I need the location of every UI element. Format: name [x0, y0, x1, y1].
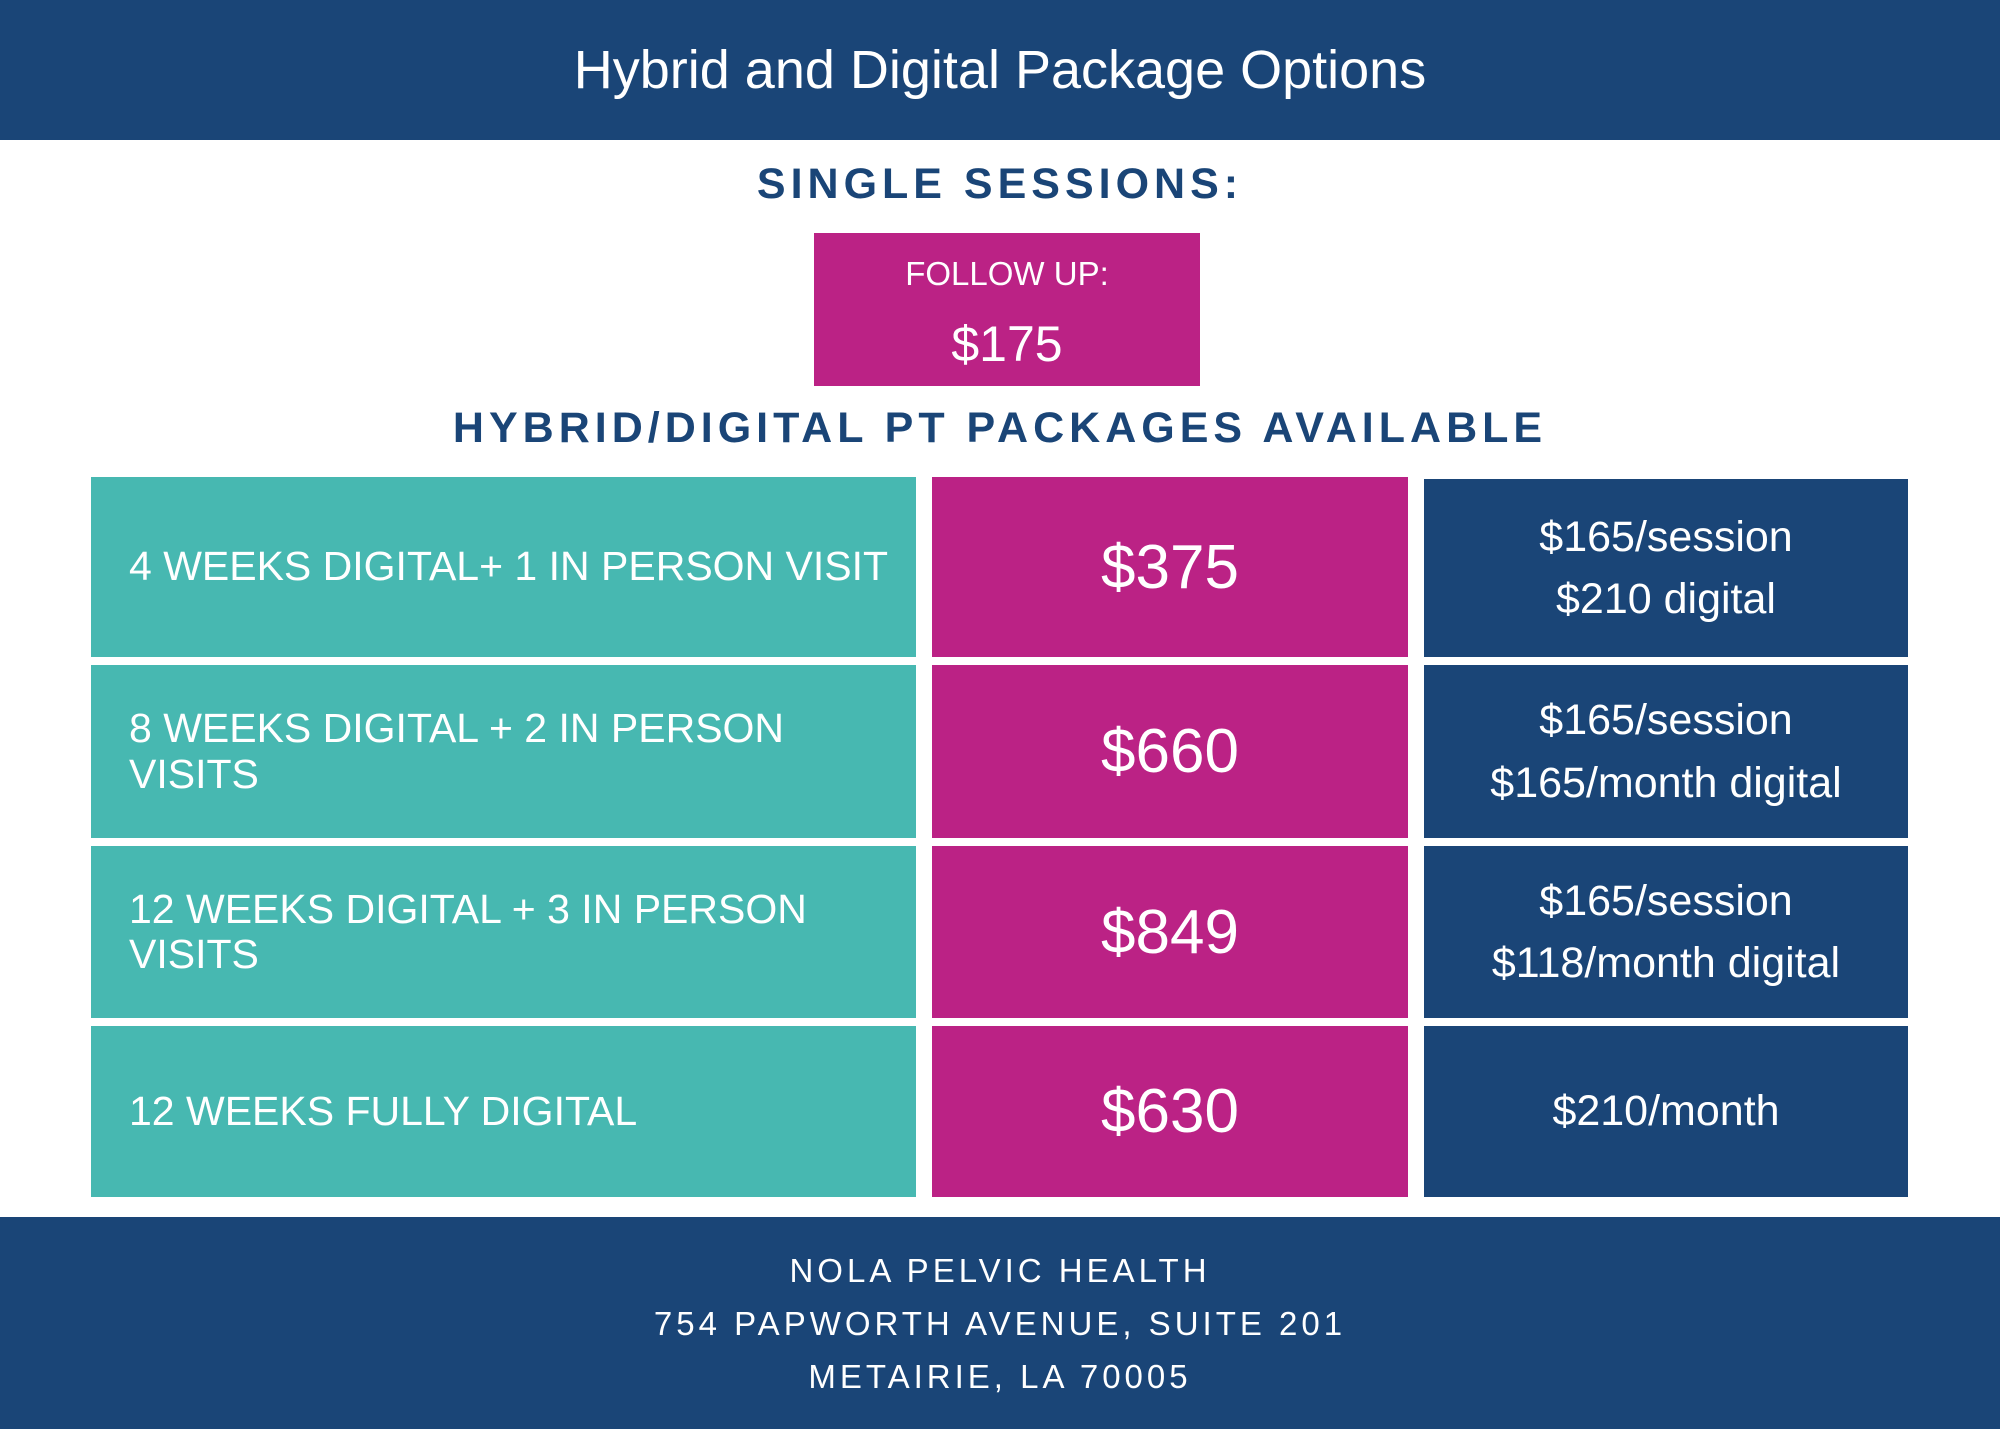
package-description-text: 12 WEEKS FULLY DIGITAL — [129, 1087, 638, 1134]
follow-up-price-box: FOLLOW UP: $175 — [814, 233, 1200, 386]
package-rate-line: $165/month digital — [1490, 758, 1842, 807]
follow-up-label: FOLLOW UP: — [905, 255, 1109, 292]
address-line: 754 PAPWORTH AVENUE, SUITE 201 — [653, 1304, 1347, 1342]
package-rate: $165/session $118/month digital — [1424, 846, 1908, 1018]
business-name: NOLA PELVIC HEALTH — [789, 1251, 1211, 1289]
package-description: 8 WEEKS DIGITAL + 2 IN PERSON VISITS — [91, 665, 916, 838]
package-rate-line: $210/month — [1552, 1087, 1780, 1136]
package-rate-line: $118/month digital — [1491, 939, 1841, 987]
package-price: $660 — [932, 665, 1408, 838]
package-rate: $165/session $165/month digital — [1424, 665, 1908, 838]
package-price-text: $630 — [1101, 1077, 1239, 1146]
package-description-text: 4 WEEKS DIGITAL+ 1 IN PERSON VISIT — [129, 543, 889, 590]
single-sessions-heading: SINGLE SESSIONS: — [756, 160, 1244, 208]
packages-heading: HYBRID/DIGITAL PT PACKAGES AVAILABLE — [452, 404, 1548, 452]
package-price-text: $375 — [1101, 532, 1239, 602]
follow-up-price: $175 — [951, 316, 1063, 372]
address-line: METAIRIE, LA 70005 — [808, 1357, 1192, 1395]
package-rate-line: $210 digital — [1556, 575, 1776, 623]
package-price: $630 — [932, 1026, 1408, 1197]
package-rate-line: $165/session — [1539, 696, 1793, 745]
page-footer: NOLA PELVIC HEALTH 754 PAPWORTH AVENUE, … — [0, 1217, 2000, 1429]
package-price-text: $660 — [1101, 717, 1239, 786]
package-description-text: 8 WEEKS DIGITAL + 2 IN PERSON VISITS — [129, 705, 785, 797]
package-price: $849 — [932, 846, 1408, 1018]
package-description: 4 WEEKS DIGITAL+ 1 IN PERSON VISIT — [91, 477, 916, 657]
package-description-text: 12 WEEKS DIGITAL + 3 IN PERSON VISITS — [129, 885, 807, 977]
page-title: Hybrid and Digital Package Options — [573, 40, 1427, 100]
package-description: 12 WEEKS DIGITAL + 3 IN PERSON VISITS — [91, 846, 916, 1018]
page-header: Hybrid and Digital Package Options — [0, 0, 2000, 140]
package-rate: $210/month — [1424, 1026, 1908, 1197]
package-price-text: $849 — [1101, 897, 1239, 967]
package-rate-line: $165/session — [1539, 512, 1793, 561]
package-rate: $165/session $210 digital — [1424, 479, 1908, 657]
package-price: $375 — [932, 477, 1408, 657]
package-rate-line: $165/session — [1539, 876, 1793, 925]
package-description: 12 WEEKS FULLY DIGITAL — [91, 1026, 916, 1197]
